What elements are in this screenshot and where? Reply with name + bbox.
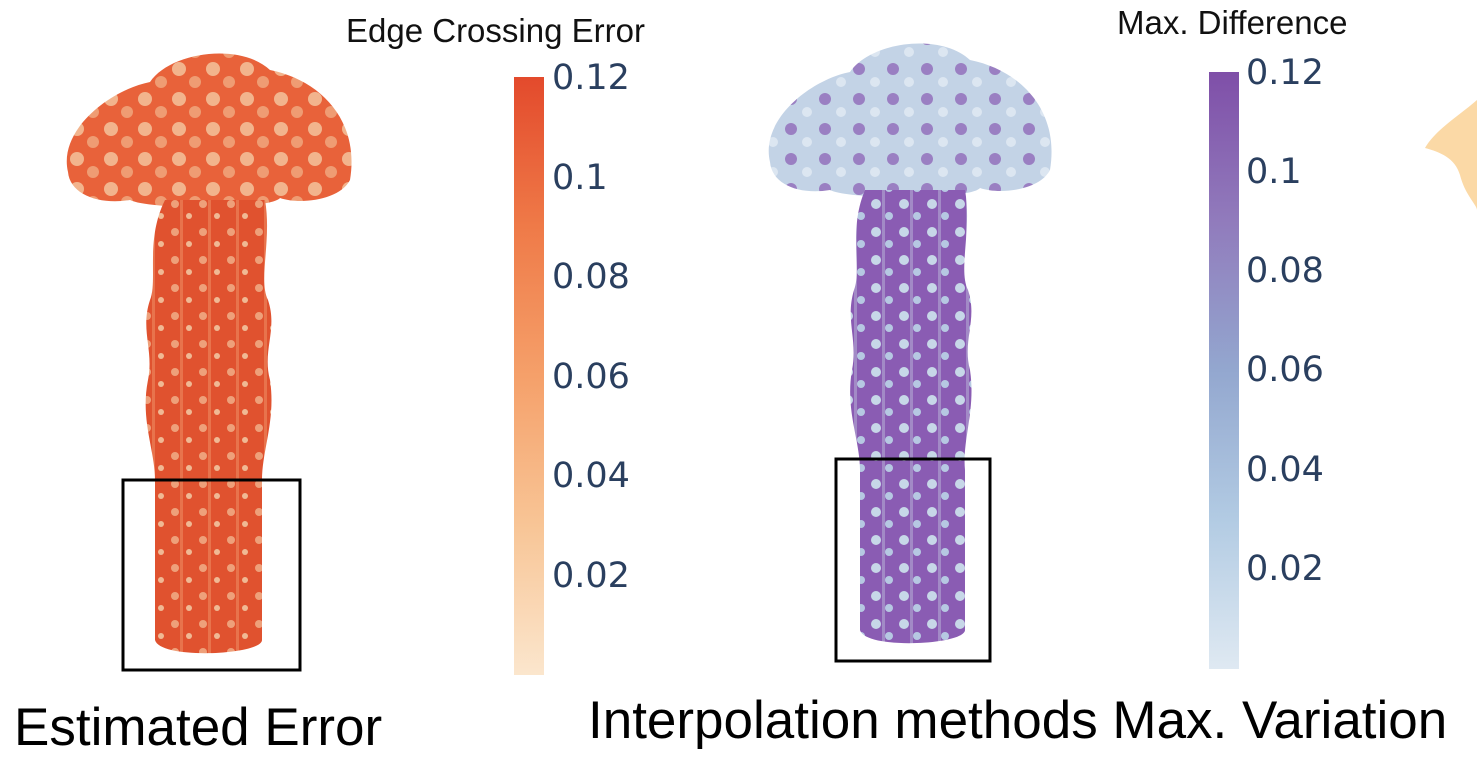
partial-shape-edge [1425,100,1477,210]
colorbar-tick-label: 0.06 [1246,350,1324,390]
colorbar-tick-label: 0.08 [552,257,630,297]
colorbar-tick-label: 0.1 [1246,152,1302,192]
highlight-box-left [121,478,302,672]
caption-left: Estimated Error [14,698,383,757]
estimated-error-mesh [66,53,352,654]
mesh-cap [768,43,1052,198]
colorbar-tick-label: 0.02 [1246,549,1324,589]
mesh-stem [145,200,272,654]
colorbar-tick-label: 0.1 [552,158,608,198]
caption-right: Interpolation methods Max. Variation [588,691,1448,750]
colorbar-left [514,77,544,675]
interpolation-variation-mesh [768,43,1052,644]
colorbar-tick-label: 0.02 [552,556,630,596]
colorbar-tick-label: 0.06 [552,357,630,397]
mesh-stem [850,190,972,644]
colorbar-title-left: Edge Crossing Error [346,12,645,49]
colorbar-tick-label: 0.12 [552,58,630,98]
colorbar-tick-label: 0.12 [1246,53,1324,93]
colorbar-title-right: Max. Difference [1117,4,1348,41]
colorbar-tick-label: 0.04 [1246,450,1324,490]
highlight-box-right [834,457,992,663]
colorbar-tick-label: 0.08 [1246,251,1324,291]
colorbar-tick-label: 0.04 [552,456,630,496]
colorbar-right [1209,72,1239,669]
mesh-cap [66,53,352,208]
